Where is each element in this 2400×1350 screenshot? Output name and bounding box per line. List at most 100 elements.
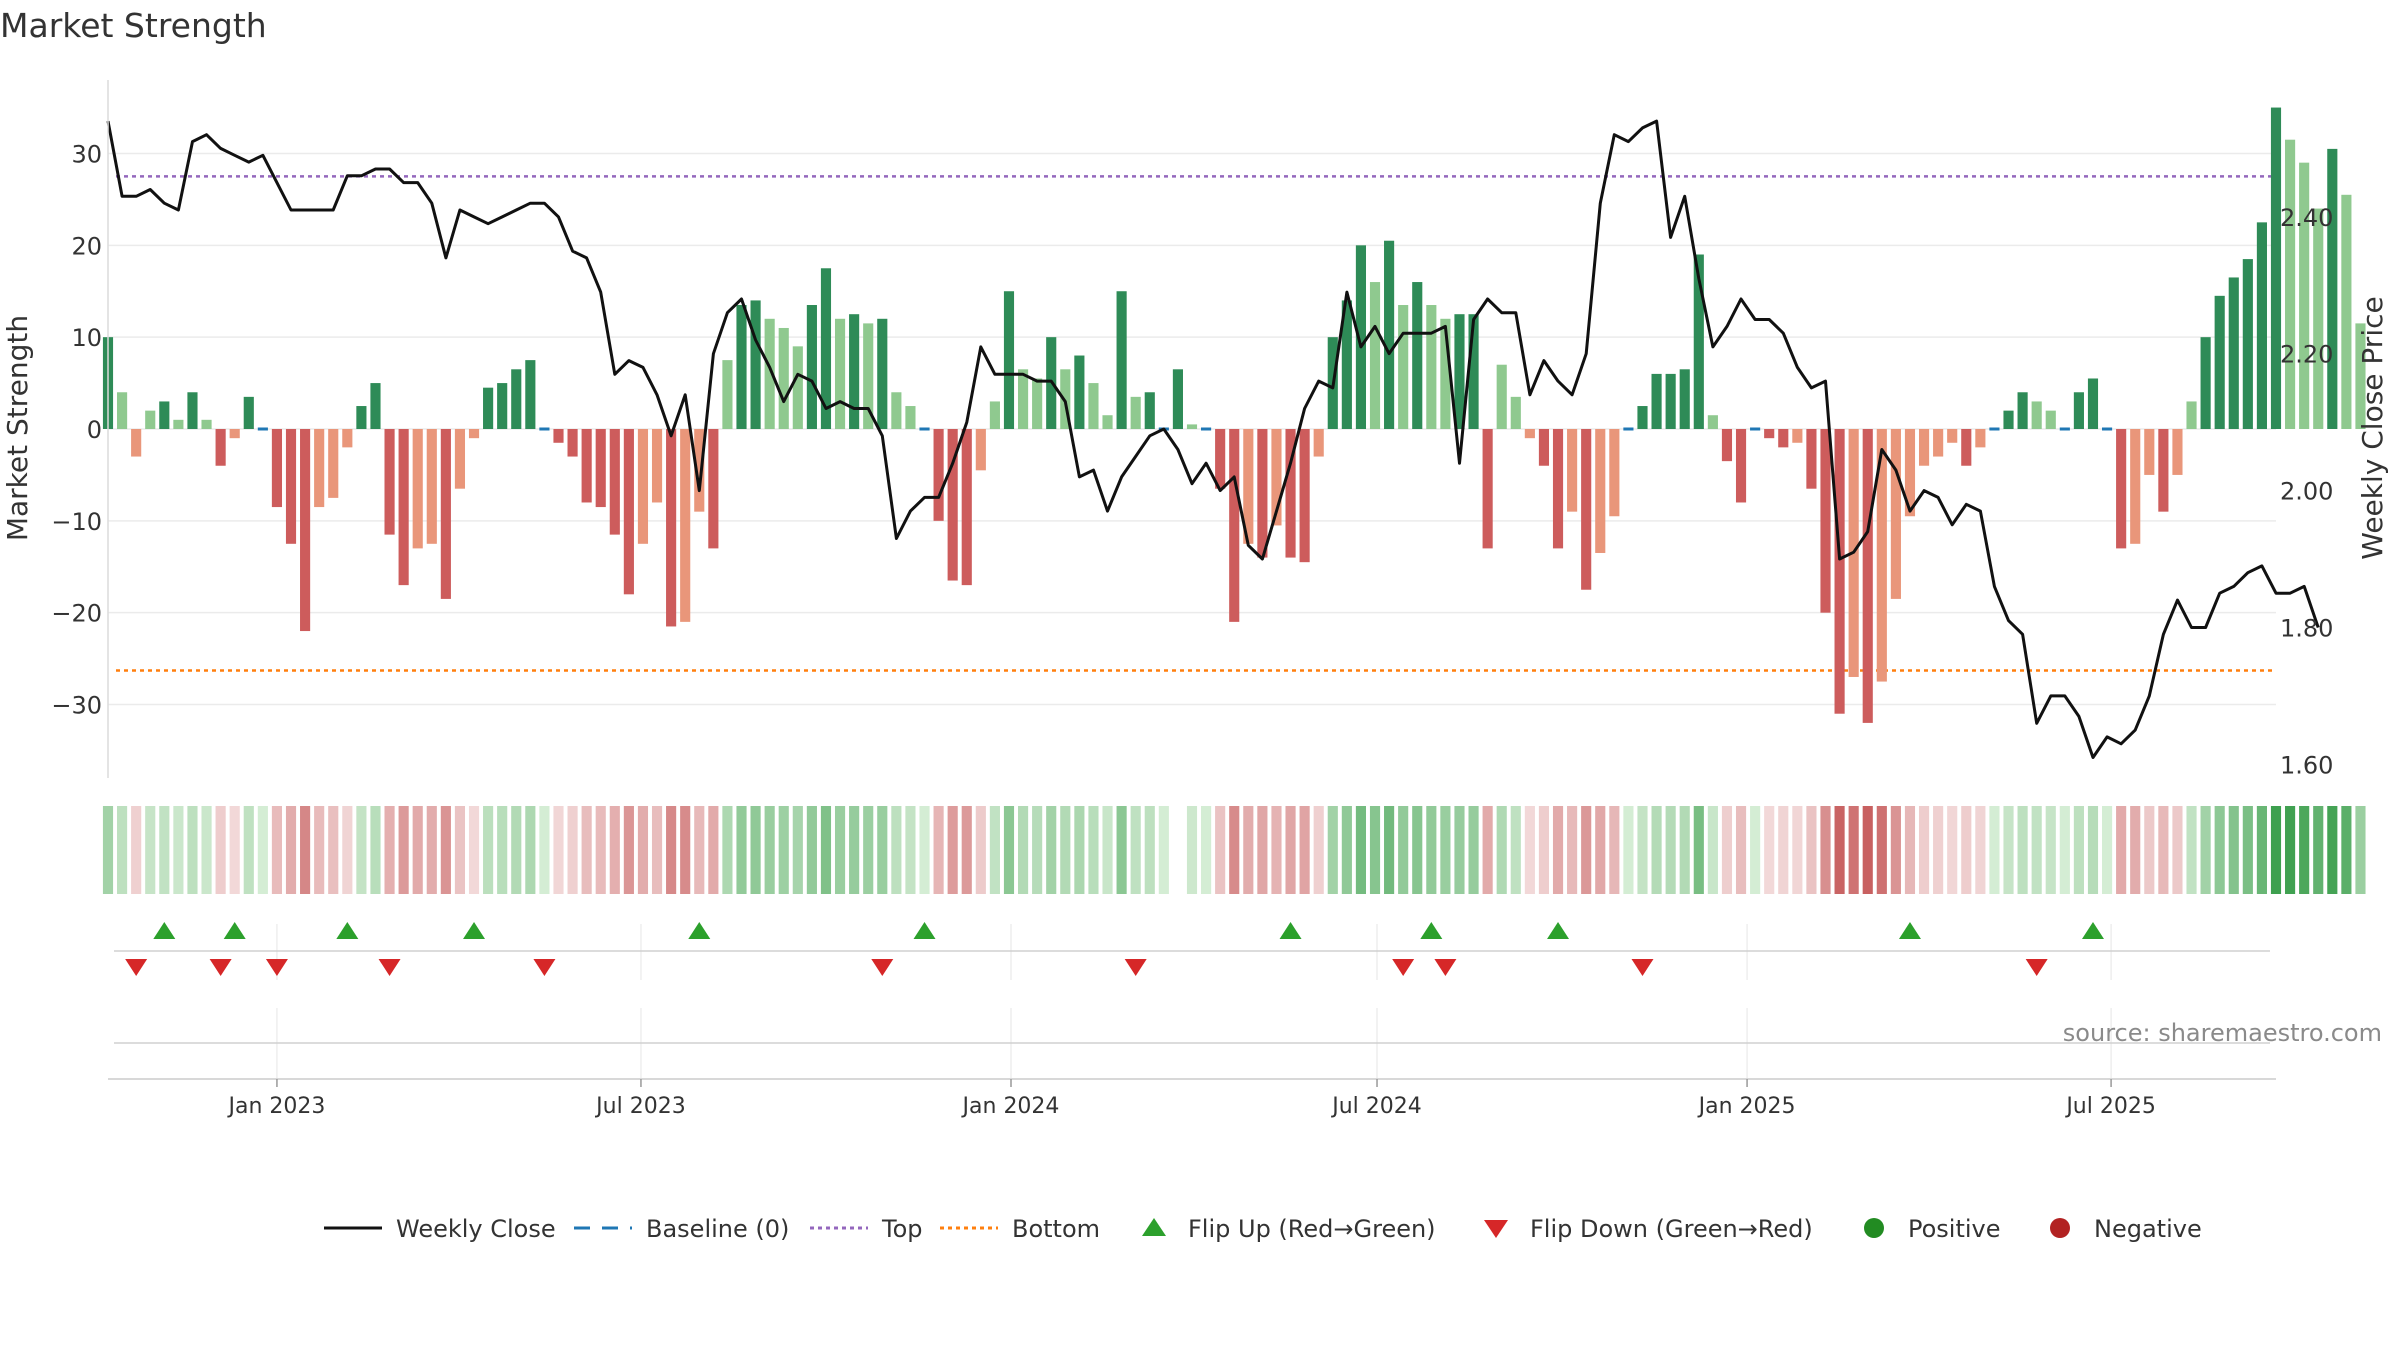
- heatmap-cell: [1595, 806, 1606, 894]
- strength-bar: [454, 429, 466, 489]
- strength-bar: [1243, 429, 1254, 544]
- flip-down-marker: [265, 959, 288, 976]
- heatmap-cell: [1707, 806, 1718, 894]
- heatmap-cell: [285, 806, 297, 894]
- heatmap-cell: [1341, 806, 1352, 894]
- heatmap-cell: [989, 806, 1000, 894]
- strength-bar: [1721, 429, 1733, 462]
- heatmap-cell: [229, 806, 240, 894]
- heatmap-cell: [300, 806, 311, 894]
- strength-bar: [1904, 429, 1916, 517]
- heatmap-cell: [1243, 806, 1254, 894]
- strength-bar: [468, 429, 480, 439]
- strength-bar: [525, 360, 536, 429]
- heatmap-cell: [1468, 806, 1479, 894]
- legend-label: Negative: [2094, 1215, 2202, 1243]
- strength-bar: [2003, 410, 2014, 429]
- strength-bar: [1285, 429, 1296, 558]
- strength-bar: [2285, 139, 2296, 429]
- heatmap-cell: [412, 806, 423, 894]
- heatmap-cell: [1904, 806, 1916, 894]
- strength-bar: [1581, 429, 1592, 590]
- strength-bar: [1412, 282, 1423, 429]
- heatmap-cell: [1496, 806, 1507, 894]
- x-tick-label: Jul 2023: [594, 1094, 686, 1119]
- legend-item-up: Flip Up (Red→Green): [1142, 1215, 1436, 1243]
- heatmap-cell: [1834, 806, 1845, 894]
- strength-bar: [1792, 429, 1803, 443]
- grid: [108, 152, 2276, 1078]
- heatmap-cell: [539, 806, 550, 894]
- strength-bar: [201, 419, 212, 429]
- legend-item-bottom: Bottom: [940, 1215, 1100, 1243]
- strength-bar: [342, 429, 353, 448]
- heatmap-cell: [1440, 806, 1451, 894]
- heatmap-cell: [1412, 806, 1423, 894]
- heatmap-cell: [2186, 806, 2197, 894]
- legend-item-neg: Negative: [2050, 1215, 2202, 1243]
- legend-item-pos: Positive: [1864, 1215, 2001, 1243]
- flip-up-marker: [688, 922, 711, 939]
- strength-bar: [750, 300, 761, 429]
- strength-bar: [2327, 148, 2338, 429]
- y-axis-left-label: Market Strength: [1, 315, 34, 541]
- heatmap-cell: [201, 806, 212, 894]
- heatmap-cell: [1257, 806, 1268, 894]
- strength-bar: [1454, 314, 1465, 429]
- heatmap-cell: [454, 806, 466, 894]
- heatmap-cell: [1778, 806, 1789, 894]
- heatmap-cell: [877, 806, 888, 894]
- flip-down-marker: [1631, 959, 1654, 976]
- flip-down-marker: [125, 959, 148, 976]
- heatmap-cell: [1918, 806, 1930, 894]
- legend-item-top: Top: [810, 1215, 923, 1243]
- strength-bar: [1876, 429, 1887, 682]
- heatmap-cell: [159, 806, 170, 894]
- strength-bar: [159, 401, 170, 429]
- flip-down-marker: [1392, 959, 1415, 976]
- strength-bar: [1102, 415, 1113, 429]
- heatmap-cell: [975, 806, 986, 894]
- heatmap-cell: [1989, 806, 2000, 894]
- heatmap-cell: [1088, 806, 1099, 894]
- heatmap-cell: [1510, 806, 1521, 894]
- strength-bar: [1032, 378, 1043, 429]
- strength-bar: [314, 429, 325, 508]
- flip-up-marker: [1420, 922, 1443, 939]
- heatmap-cell: [2355, 806, 2366, 894]
- strength-bar: [243, 396, 254, 429]
- strength-bar: [553, 429, 564, 443]
- strength-bar: [229, 429, 240, 439]
- legend-swatch-negative: [2050, 1218, 2070, 1238]
- strength-bar: [1862, 429, 1873, 723]
- heatmap-cell: [764, 806, 775, 894]
- heatmap-cell: [2045, 806, 2056, 894]
- strength-bar: [1482, 429, 1493, 549]
- flip-markers: [114, 922, 2270, 1044]
- heatmap-cell: [637, 806, 649, 894]
- strength-bar: [285, 429, 297, 544]
- flip-up-marker: [1898, 922, 1921, 939]
- heatmap-cell: [1229, 806, 1240, 894]
- strength-bar: [145, 410, 156, 429]
- heatmap-cell: [2313, 806, 2324, 894]
- heatmap-cell: [961, 806, 972, 894]
- heatmap-cell: [2017, 806, 2028, 894]
- heatmap-cell: [2299, 806, 2310, 894]
- y-left-tick-label: 0: [87, 416, 102, 444]
- strength-bar: [1074, 355, 1085, 429]
- strength-bar: [2158, 429, 2169, 512]
- flip-down-marker: [209, 959, 232, 976]
- strength-bar: [989, 401, 1000, 429]
- x-tick-label: Jul 2025: [2064, 1094, 2156, 1119]
- heatmap-cell: [1285, 806, 1296, 894]
- x-tick-label: Jul 2024: [1330, 1094, 1422, 1119]
- heatmap-cell: [609, 806, 620, 894]
- strength-bar: [2228, 277, 2239, 429]
- legend-swatch-flip-down: [1484, 1220, 1508, 1238]
- strength-bar: [905, 406, 916, 429]
- weekly-close-line: [106, 119, 2320, 759]
- strength-bar: [722, 360, 733, 429]
- flip-up-marker: [336, 922, 359, 939]
- strength-bar: [1975, 429, 1986, 448]
